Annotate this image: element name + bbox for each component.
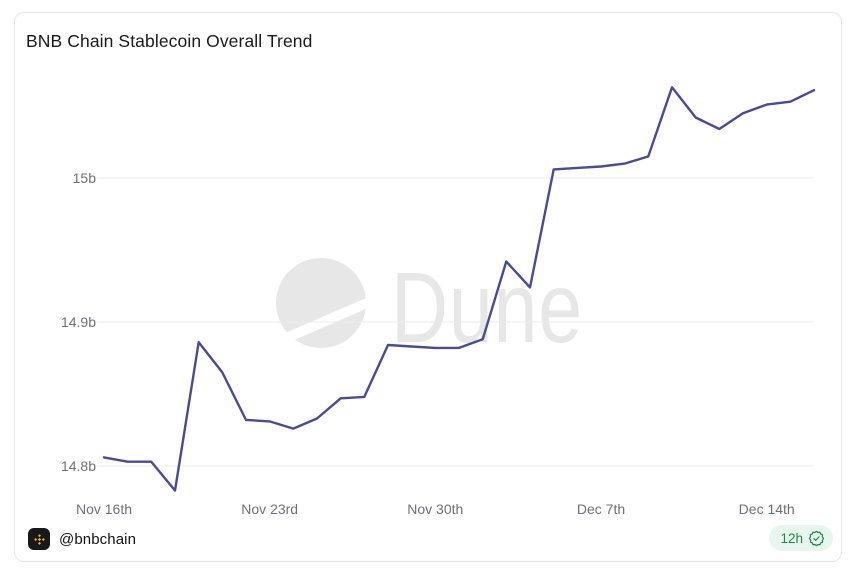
trend-line: [102, 86, 816, 492]
svg-text:15b: 15b: [73, 170, 97, 186]
line-chart[interactable]: Dune 14.8b 14.9b 15b Nov 16th Nov 23rd Nov 3…: [15, 13, 843, 563]
svg-text:14.9b: 14.9b: [61, 314, 96, 330]
footer-author: @bnbchain: [28, 528, 136, 550]
watermark-text: Dune: [391, 252, 583, 364]
y-axis-labels: 14.8b 14.9b 15b: [61, 170, 96, 474]
x-axis-labels: Nov 16th Nov 23rd Nov 30th Dec 7th Dec 14th: [76, 501, 795, 517]
chart-card: BNB Chain Stablecoin Overall Trend Dune …: [14, 12, 842, 562]
svg-text:Dec 7th: Dec 7th: [577, 501, 625, 517]
svg-text:14.8b: 14.8b: [61, 458, 96, 474]
bnb-logo-icon: [28, 528, 50, 550]
svg-text:Dec 14th: Dec 14th: [739, 501, 795, 517]
page-title: BNB Chain Stablecoin Overall Trend: [26, 31, 313, 51]
dune-watermark: Dune: [268, 252, 583, 364]
refresh-age-badge: 12h: [769, 525, 833, 551]
svg-text:Nov 16th: Nov 16th: [76, 501, 132, 517]
svg-text:Nov 23rd: Nov 23rd: [241, 501, 298, 517]
refresh-age-label: 12h: [780, 530, 803, 546]
grid-lines: [97, 177, 814, 467]
svg-text:Nov 30th: Nov 30th: [407, 501, 463, 517]
dune-logo-icon: [268, 258, 376, 350]
author-handle[interactable]: @bnbchain: [59, 530, 137, 548]
verified-seal-icon: [808, 530, 825, 546]
